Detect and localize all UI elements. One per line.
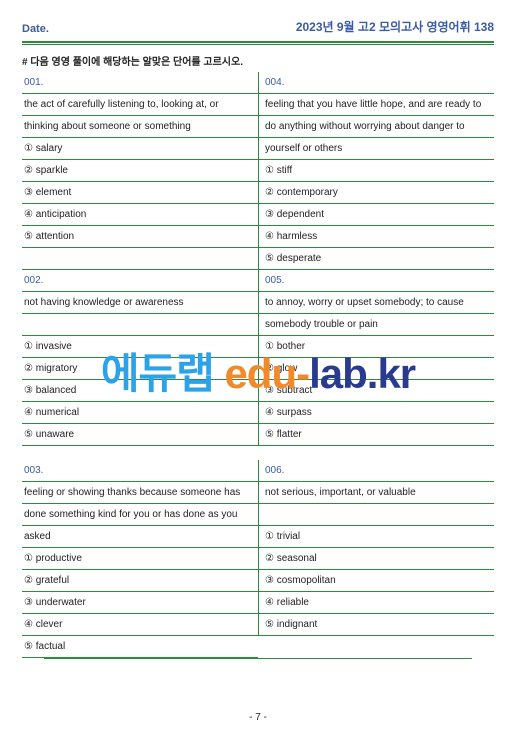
cell-text: ④ clever bbox=[22, 614, 258, 636]
cell-text bbox=[22, 314, 258, 336]
cell-text: do anything without worrying about dange… bbox=[258, 116, 494, 138]
cell-text: ④ surpass bbox=[258, 402, 494, 424]
cell-text: ② contemporary bbox=[258, 182, 494, 204]
cell-text bbox=[22, 248, 258, 270]
cell-text: ⑤ flatter bbox=[258, 424, 494, 446]
cell-text: not serious, important, or valuable bbox=[258, 482, 494, 504]
worksheet-grid: 001.004.the act of carefully listening t… bbox=[22, 72, 494, 658]
footer-rule bbox=[44, 658, 472, 659]
cell-text: ② seasonal bbox=[258, 548, 494, 570]
cell-text: ⑤ unaware bbox=[22, 424, 258, 446]
question-number: 003. bbox=[22, 460, 258, 482]
spacer-cell bbox=[22, 446, 258, 460]
question-number: 002. bbox=[22, 270, 258, 292]
instruction-text: # 다음 영영 풀이에 해당하는 알맞은 단어를 고르시오. bbox=[22, 53, 494, 68]
cell-text: ③ cosmopolitan bbox=[258, 570, 494, 592]
cell-text: ③ dependent bbox=[258, 204, 494, 226]
cell-text: ② grateful bbox=[22, 570, 258, 592]
question-number: 001. bbox=[22, 72, 258, 94]
cell-text: ① salary bbox=[22, 138, 258, 160]
cell-text: ② sparkle bbox=[22, 160, 258, 182]
cell-text: ② glow bbox=[258, 358, 494, 380]
cell-text: ④ reliable bbox=[258, 592, 494, 614]
cell-text: ① invasive bbox=[22, 336, 258, 358]
cell-text: ⑤ factual bbox=[22, 636, 258, 658]
cell-text: ③ element bbox=[22, 182, 258, 204]
spacer-cell bbox=[258, 446, 494, 460]
question-number: 005. bbox=[258, 270, 494, 292]
cell-text: ⑤ indignant bbox=[258, 614, 494, 636]
cell-text: ⑤ desperate bbox=[258, 248, 494, 270]
cell-text: ① bother bbox=[258, 336, 494, 358]
page-title: 2023년 9월 고2 모의고사 영영어휘 138 bbox=[296, 18, 494, 35]
cell-text: somebody trouble or pain bbox=[258, 314, 494, 336]
cell-text: ③ subtract bbox=[258, 380, 494, 402]
cell-text: the act of carefully listening to, looki… bbox=[22, 94, 258, 116]
cell-text: ② migratory bbox=[22, 358, 258, 380]
question-number: 006. bbox=[258, 460, 494, 482]
cell-text: ① stiff bbox=[258, 160, 494, 182]
cell-text: yourself or others bbox=[258, 138, 494, 160]
question-number: 004. bbox=[258, 72, 494, 94]
cell-text: feeling that you have little hope, and a… bbox=[258, 94, 494, 116]
page-number: - 7 - bbox=[0, 712, 516, 723]
cell-text: ③ balanced bbox=[22, 380, 258, 402]
date-label: Date. bbox=[22, 23, 49, 35]
cell-text: ① trivial bbox=[258, 526, 494, 548]
cell-text: ④ anticipation bbox=[22, 204, 258, 226]
header-rule bbox=[22, 41, 494, 45]
cell-text: asked bbox=[22, 526, 258, 548]
cell-text: ④ numerical bbox=[22, 402, 258, 424]
cell-text: ① productive bbox=[22, 548, 258, 570]
cell-text: thinking about someone or something bbox=[22, 116, 258, 138]
cell-text: ③ underwater bbox=[22, 592, 258, 614]
cell-text: to annoy, worry or upset somebody; to ca… bbox=[258, 292, 494, 314]
cell-text: ④ harmless bbox=[258, 226, 494, 248]
cell-text: done something kind for you or has done … bbox=[22, 504, 258, 526]
cell-text: feeling or showing thanks because someon… bbox=[22, 482, 258, 504]
cell-text: ⑤ attention bbox=[22, 226, 258, 248]
cell-text bbox=[258, 504, 494, 526]
cell-text: not having knowledge or awareness bbox=[22, 292, 258, 314]
